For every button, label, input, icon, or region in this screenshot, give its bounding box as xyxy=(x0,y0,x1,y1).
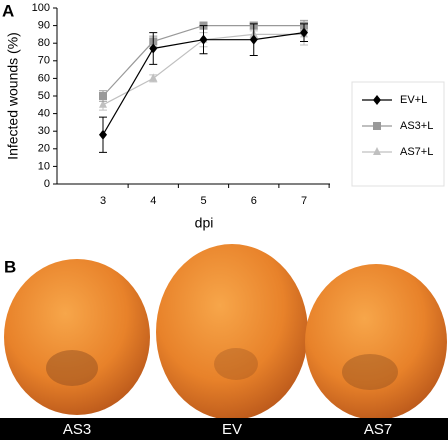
x-axis-label: dpi xyxy=(195,215,214,231)
y-tick-label: 20 xyxy=(38,143,50,155)
marker xyxy=(373,147,381,155)
marker xyxy=(373,95,381,105)
panel-label: B xyxy=(4,257,16,276)
y-tick-label: 10 xyxy=(38,160,50,172)
orange-photo xyxy=(156,244,308,420)
marker xyxy=(99,99,107,108)
legend-label: AS7+L xyxy=(400,146,433,158)
x-tick-label: 7 xyxy=(301,195,307,207)
lesion xyxy=(46,350,98,386)
caption-bar xyxy=(0,418,448,440)
x-tick-label: 3 xyxy=(100,195,106,207)
y-tick-label: 100 xyxy=(32,2,50,14)
y-tick-label: 30 xyxy=(38,125,50,137)
marker xyxy=(249,34,258,45)
marker xyxy=(300,27,308,38)
marker xyxy=(149,73,158,82)
lesion xyxy=(214,348,258,380)
y-tick-label: 60 xyxy=(38,72,50,84)
y-tick-label: 40 xyxy=(38,108,50,120)
x-tick-label: 6 xyxy=(251,195,257,207)
marker xyxy=(199,34,208,45)
legend-label: AS3+L xyxy=(400,120,433,132)
orange-photo xyxy=(4,259,150,415)
marker xyxy=(99,92,107,100)
x-tick-label: 4 xyxy=(150,195,156,207)
legend-label: EV+L xyxy=(400,94,427,106)
lesion xyxy=(342,354,398,390)
y-tick-label: 80 xyxy=(38,37,50,49)
y-tick-label: 50 xyxy=(38,90,50,102)
photo-caption: AS3 xyxy=(63,421,91,438)
marker xyxy=(99,129,107,140)
y-tick-label: 70 xyxy=(38,55,50,67)
photo-caption: AS7 xyxy=(364,421,392,438)
y-axis-label: Infected wounds (%) xyxy=(5,32,21,160)
photo-caption: EV xyxy=(222,421,242,438)
panel-label: A xyxy=(2,1,14,20)
legend-box xyxy=(351,81,445,187)
y-tick-label: 0 xyxy=(44,178,50,190)
x-tick-label: 5 xyxy=(200,195,206,207)
y-tick-label: 90 xyxy=(38,20,50,32)
marker xyxy=(373,122,381,130)
orange-photo xyxy=(305,264,447,420)
marker xyxy=(149,43,158,54)
